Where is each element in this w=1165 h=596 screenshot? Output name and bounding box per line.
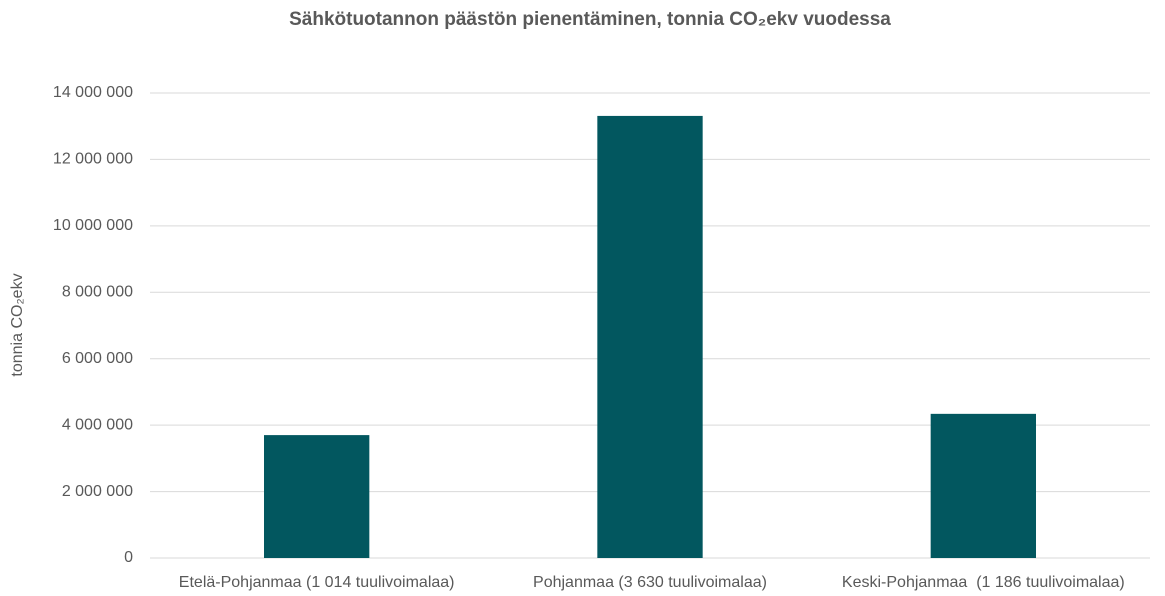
x-tick-label: Etelä-Pohjanmaa (1 014 tuulivoimalaa)	[179, 574, 455, 591]
y-tick-label: 14 000 000	[53, 84, 133, 101]
x-tick-label: Keski-Pohjanmaa (1 186 tuulivoimalaa)	[842, 574, 1125, 591]
y-tick-label: 12 000 000	[53, 151, 133, 168]
bar	[930, 413, 1036, 558]
y-tick-label: 0	[124, 549, 133, 566]
x-tick-label: Pohjanmaa (3 630 tuulivoimalaa)	[533, 574, 767, 591]
y-axis-label: tonnia CO₂ekv	[9, 273, 26, 376]
y-tick-label: 2 000 000	[62, 483, 133, 500]
bar	[264, 435, 370, 558]
bar	[597, 115, 703, 559]
chart-title: Sähkötuotannon päästön pienentäminen, to…	[289, 9, 891, 30]
y-tick-label: 10 000 000	[53, 217, 133, 234]
y-tick-label: 8 000 000	[62, 284, 133, 301]
y-tick-label: 6 000 000	[62, 350, 133, 367]
y-tick-label: 4 000 000	[62, 416, 133, 433]
